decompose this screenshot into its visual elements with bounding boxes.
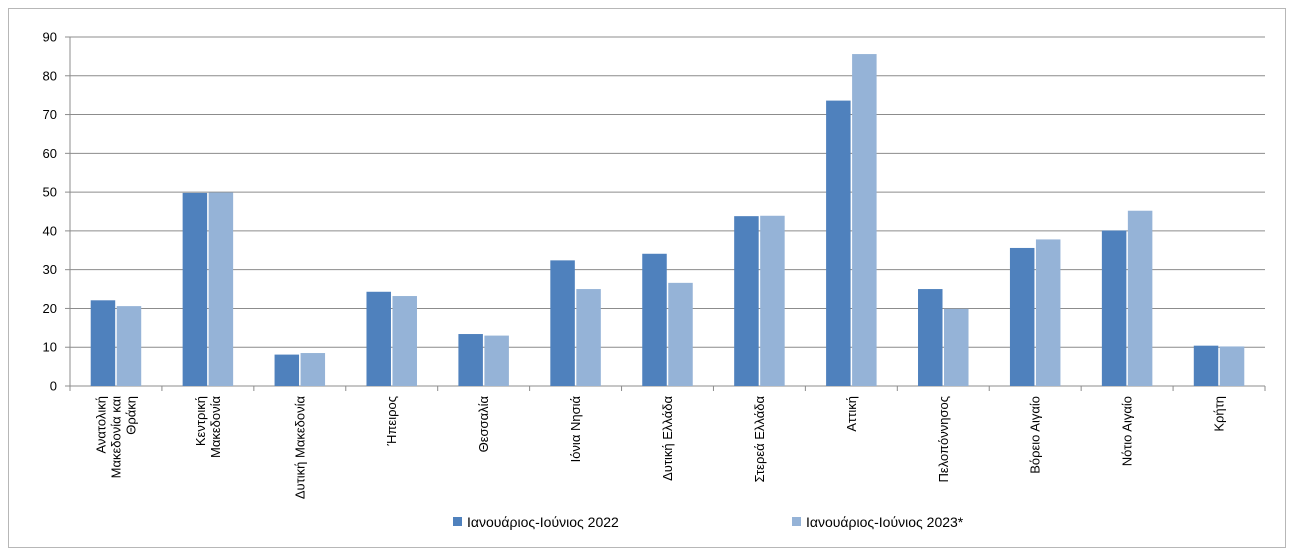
bar-2022 [366, 291, 391, 386]
x-category-label: Βόρειο Αιγαίο [1028, 396, 1043, 474]
x-category-label-line: Δυτική Μακεδονία [292, 396, 307, 500]
x-category-label: Αττική [844, 396, 859, 432]
x-category-label-line: Ανατολική [93, 396, 108, 454]
bar-2023 [116, 306, 142, 386]
x-category-label: Ήπειρος [384, 396, 399, 446]
bar-2023 [668, 282, 693, 386]
bar-2022 [550, 260, 575, 386]
bar-2022 [918, 289, 943, 386]
bar-2023 [208, 192, 234, 386]
x-category-label-line: Βόρειο Αιγαίο [1028, 396, 1043, 474]
bar-2023 [392, 296, 417, 386]
x-category-label-line: Θράκη [123, 396, 138, 435]
y-tick-label: 20 [43, 301, 57, 316]
bar-2022 [826, 100, 851, 387]
y-tick-label: 50 [43, 185, 57, 200]
bar-2023 [760, 215, 785, 386]
x-category-label: Στερεά Ελλάδα [752, 396, 767, 483]
x-category-label-line: Πελοπόννησος [936, 396, 951, 482]
bar-2023 [944, 308, 969, 386]
bar-2023 [1127, 210, 1153, 386]
x-category-label-line: Στερεά Ελλάδα [752, 396, 767, 483]
bar-2023 [484, 335, 509, 386]
y-tick-label: 80 [43, 68, 57, 83]
x-category-label-line: Νότιο Αιγαίο [1120, 396, 1135, 466]
bar-2023 [1219, 346, 1245, 386]
x-category-label: Θεσσαλία [476, 396, 491, 453]
legend-2022-swatch [453, 517, 462, 526]
x-category-label-line: Μακεδονία [208, 396, 223, 458]
y-tick-label: 30 [43, 262, 57, 277]
legend-2023-swatch [792, 517, 801, 526]
bar-2022 [1193, 345, 1219, 386]
bar-2022 [90, 300, 116, 386]
y-tick-label: 10 [43, 340, 57, 355]
x-category-label-line: Ήπειρος [384, 396, 399, 446]
x-category-label-line: Κεντρική [193, 396, 208, 446]
x-category-label-line: Δυτική Ελλάδα [660, 396, 675, 481]
x-category-label-line: Μακεδονία και [108, 396, 123, 478]
bar-2023 [852, 54, 877, 386]
bar-2022 [642, 253, 667, 386]
x-category-label: Δυτική Ελλάδα [660, 396, 675, 481]
bar-2023 [576, 289, 601, 386]
x-category-label: Ανατολική Μακεδονία και Θράκη [93, 396, 138, 478]
x-category-label-line: Ιόνια Νησιά [568, 396, 583, 463]
bar-2022 [274, 354, 300, 386]
legend-2022-label: Ιανουάριος-Ιούνιος 2022 [467, 514, 619, 530]
x-category-label: Πελοπόννησος [936, 396, 951, 482]
bar-2022 [458, 334, 483, 386]
bar-2022 [182, 192, 208, 386]
y-tick-label: 60 [43, 146, 57, 161]
bar-2022 [734, 216, 759, 386]
y-tick-label: 70 [43, 107, 57, 122]
legend-2023-label: Ιανουάριος-Ιούνιος 2023* [806, 514, 964, 530]
bar-2023 [300, 353, 326, 386]
y-tick-label: 40 [43, 223, 57, 238]
x-category-label: Ιόνια Νησιά [568, 396, 583, 463]
x-category-label: Δυτική Μακεδονία [292, 396, 307, 500]
bar-chart: 0 10 20 30 40 50 60 70 80 90 Ανατολική Μακεδονία κα… [43, 30, 1266, 530]
x-category-label: Κρήτη [1212, 396, 1227, 432]
x-category-label-line: Θεσσαλία [476, 396, 491, 453]
x-category-label-line: Κρήτη [1212, 396, 1227, 432]
y-tick-label: 90 [43, 30, 57, 45]
x-category-label: Νότιο Αιγαίο [1120, 396, 1135, 466]
x-category-label-line: Αττική [844, 396, 859, 432]
chart-frame: 0 10 20 30 40 50 60 70 80 90 Ανατολική Μακεδονία κα… [8, 8, 1286, 548]
bar-2022 [1009, 247, 1035, 386]
y-tick-label: 0 [50, 379, 57, 394]
bar-2023 [1035, 239, 1061, 386]
bar-2022 [1101, 230, 1127, 386]
x-category-label: Κεντρική Μακεδονία [193, 396, 223, 458]
